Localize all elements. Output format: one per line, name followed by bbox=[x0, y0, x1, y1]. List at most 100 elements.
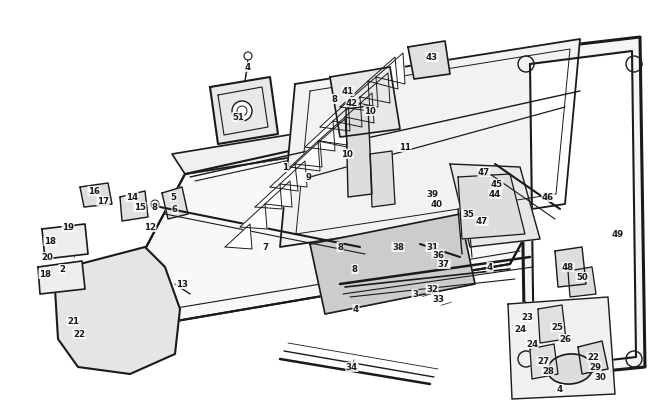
Polygon shape bbox=[346, 107, 372, 198]
Text: 24: 24 bbox=[526, 340, 538, 349]
Polygon shape bbox=[508, 297, 615, 399]
Polygon shape bbox=[42, 224, 88, 259]
Circle shape bbox=[244, 53, 252, 61]
Text: 13: 13 bbox=[176, 280, 188, 289]
Text: 42: 42 bbox=[346, 98, 358, 107]
Circle shape bbox=[80, 329, 100, 349]
Polygon shape bbox=[290, 142, 320, 172]
Polygon shape bbox=[320, 102, 350, 132]
Polygon shape bbox=[318, 118, 347, 148]
Circle shape bbox=[106, 339, 130, 363]
Polygon shape bbox=[360, 74, 390, 104]
Polygon shape bbox=[240, 205, 267, 230]
Polygon shape bbox=[578, 341, 608, 374]
Text: 48: 48 bbox=[562, 263, 574, 272]
Text: 8: 8 bbox=[352, 265, 358, 274]
Polygon shape bbox=[458, 175, 525, 239]
Polygon shape bbox=[120, 192, 148, 222]
Text: 2: 2 bbox=[59, 265, 65, 274]
Text: 35: 35 bbox=[462, 210, 474, 219]
Text: 22: 22 bbox=[587, 353, 599, 362]
Text: 3: 3 bbox=[412, 290, 418, 299]
Polygon shape bbox=[340, 82, 370, 112]
Circle shape bbox=[89, 293, 121, 325]
Text: 47: 47 bbox=[478, 168, 490, 177]
Polygon shape bbox=[225, 224, 252, 249]
Polygon shape bbox=[38, 261, 85, 294]
Polygon shape bbox=[530, 52, 636, 369]
Text: 37: 37 bbox=[438, 260, 450, 269]
Polygon shape bbox=[280, 162, 307, 188]
Text: 40: 40 bbox=[431, 200, 443, 209]
Polygon shape bbox=[520, 38, 645, 379]
Text: 21: 21 bbox=[67, 317, 79, 326]
Polygon shape bbox=[162, 188, 188, 220]
Text: 19: 19 bbox=[62, 223, 74, 232]
Polygon shape bbox=[376, 54, 405, 85]
Text: 32: 32 bbox=[426, 285, 438, 294]
Text: 14: 14 bbox=[126, 193, 138, 202]
Circle shape bbox=[336, 243, 344, 252]
Text: 28: 28 bbox=[542, 367, 554, 375]
Polygon shape bbox=[330, 68, 400, 138]
Text: 9: 9 bbox=[305, 173, 311, 182]
Text: 12: 12 bbox=[144, 223, 156, 232]
Text: 41: 41 bbox=[342, 87, 354, 96]
Text: 50: 50 bbox=[576, 273, 588, 282]
Text: 49: 49 bbox=[612, 230, 624, 239]
Polygon shape bbox=[408, 42, 450, 80]
Text: 17: 17 bbox=[97, 197, 109, 206]
Polygon shape bbox=[172, 88, 595, 175]
Polygon shape bbox=[368, 58, 398, 90]
Polygon shape bbox=[450, 164, 540, 247]
Text: 29: 29 bbox=[589, 362, 601, 371]
Text: 34: 34 bbox=[346, 362, 358, 371]
Text: 44: 44 bbox=[489, 190, 501, 199]
Polygon shape bbox=[100, 110, 595, 334]
Circle shape bbox=[387, 239, 403, 256]
Text: 8: 8 bbox=[337, 243, 343, 252]
Text: 51: 51 bbox=[232, 113, 244, 122]
Text: 43: 43 bbox=[426, 53, 438, 62]
Text: 1: 1 bbox=[282, 163, 288, 172]
Text: 25: 25 bbox=[551, 323, 563, 332]
Polygon shape bbox=[370, 151, 395, 207]
Polygon shape bbox=[265, 181, 292, 207]
Text: 26: 26 bbox=[559, 335, 571, 344]
Text: 47: 47 bbox=[476, 217, 488, 226]
Text: 38: 38 bbox=[392, 243, 404, 252]
Polygon shape bbox=[310, 215, 475, 314]
Text: 4: 4 bbox=[487, 263, 493, 272]
Ellipse shape bbox=[547, 354, 592, 384]
Circle shape bbox=[422, 194, 434, 205]
Text: 18: 18 bbox=[44, 237, 56, 246]
Text: 8: 8 bbox=[332, 95, 338, 104]
Circle shape bbox=[232, 102, 252, 122]
Text: 31: 31 bbox=[426, 243, 438, 252]
Circle shape bbox=[331, 96, 339, 104]
Circle shape bbox=[167, 196, 183, 211]
Text: 8: 8 bbox=[152, 203, 158, 212]
Text: 36: 36 bbox=[432, 250, 444, 259]
Polygon shape bbox=[280, 40, 580, 247]
Text: 4: 4 bbox=[557, 385, 563, 394]
Text: 18: 18 bbox=[39, 270, 51, 279]
Text: 30: 30 bbox=[594, 373, 606, 382]
Text: 39: 39 bbox=[426, 190, 438, 199]
Text: 11: 11 bbox=[399, 143, 411, 152]
Text: 10: 10 bbox=[341, 150, 353, 159]
Circle shape bbox=[351, 263, 359, 271]
Polygon shape bbox=[345, 94, 374, 124]
Text: 4: 4 bbox=[245, 63, 251, 72]
Text: 45: 45 bbox=[491, 180, 503, 189]
Text: 33: 33 bbox=[432, 295, 444, 304]
Text: 23: 23 bbox=[521, 313, 533, 322]
Polygon shape bbox=[255, 185, 282, 209]
Polygon shape bbox=[333, 98, 362, 128]
Polygon shape bbox=[305, 122, 335, 151]
Polygon shape bbox=[295, 142, 322, 168]
Polygon shape bbox=[80, 183, 112, 207]
Circle shape bbox=[89, 189, 103, 202]
Circle shape bbox=[151, 200, 159, 209]
Polygon shape bbox=[538, 305, 566, 343]
